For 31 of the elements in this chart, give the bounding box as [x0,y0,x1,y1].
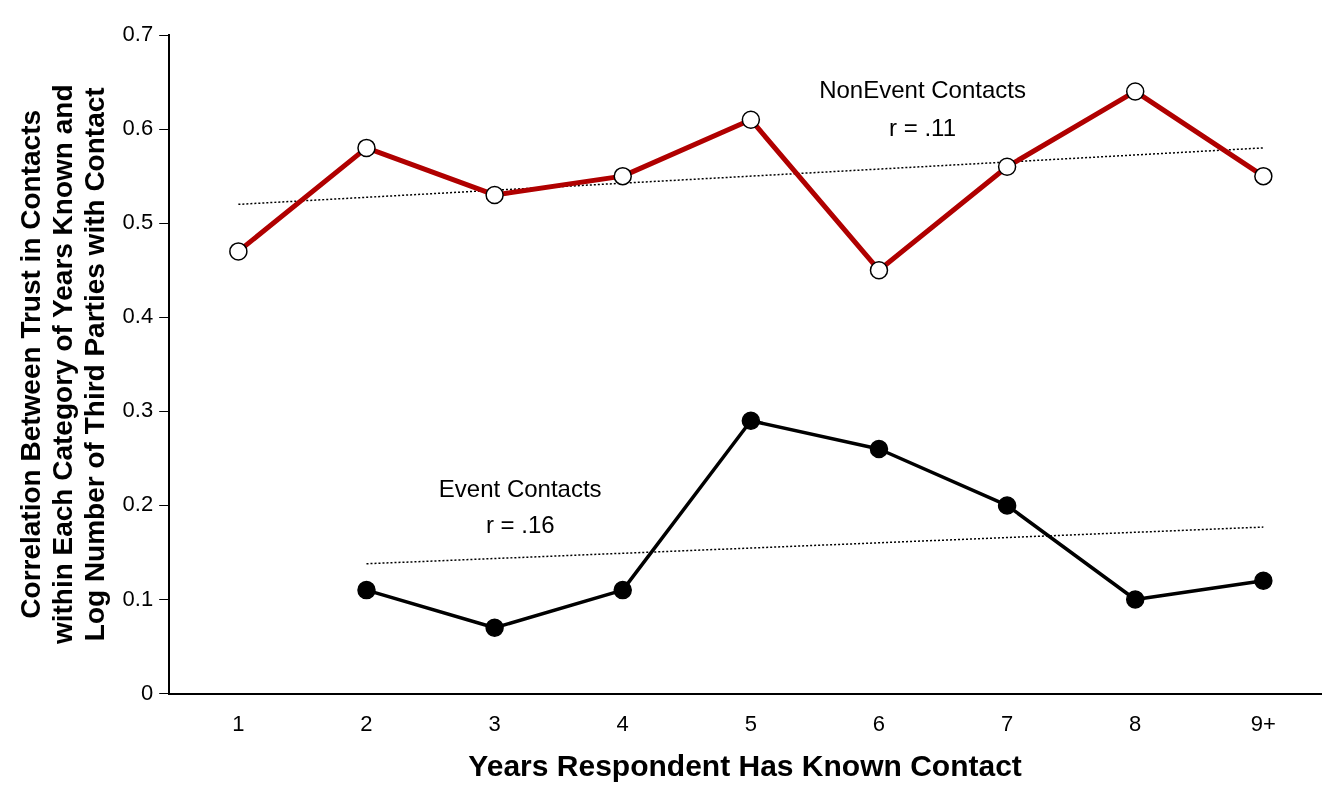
series-label: NonEvent Contacts [819,76,1026,104]
x-tick-label: 7 [1000,710,1014,736]
point [741,411,761,430]
point [357,580,376,600]
x-tick-label: 3 [488,710,501,736]
point [997,496,1017,515]
point [869,439,889,459]
text: Event Contacts [438,475,602,502]
y-tick-label: 0.7 [122,21,154,47]
y-axis-title: Correlation Between Trust in Contacts within Each Category of Years Known and Log Number of Third Parties with Contact [14,84,111,646]
x-tick-label: 1 [232,710,245,736]
x-tick-label: 9+ [1250,710,1276,736]
x-axis-title: Years Respondent Has Known Contact [468,749,1022,783]
annotation: r = .16 [485,511,555,539]
x-tick-label: 6 [872,710,886,736]
annotation: r = .11 [889,113,957,141]
point [1125,590,1145,609]
point [613,580,632,600]
x-tick-label: 5 [744,710,757,736]
point [485,618,504,637]
x-tick-label: 2 [360,710,373,736]
y-tick-label: 0.6 [122,115,154,141]
y-tick-label: 0.1 [122,585,154,611]
y-tick-label: 0.3 [122,397,154,423]
point [1254,571,1273,590]
x-tick-label: 4 [616,710,629,736]
y-tick-label: 0.2 [122,491,154,517]
y-tick-label: 0.5 [122,209,154,235]
y-tick-label: 0 [140,679,154,705]
y-tick-label: 0.4 [122,303,154,329]
x-tick-label: 8 [1129,710,1142,736]
